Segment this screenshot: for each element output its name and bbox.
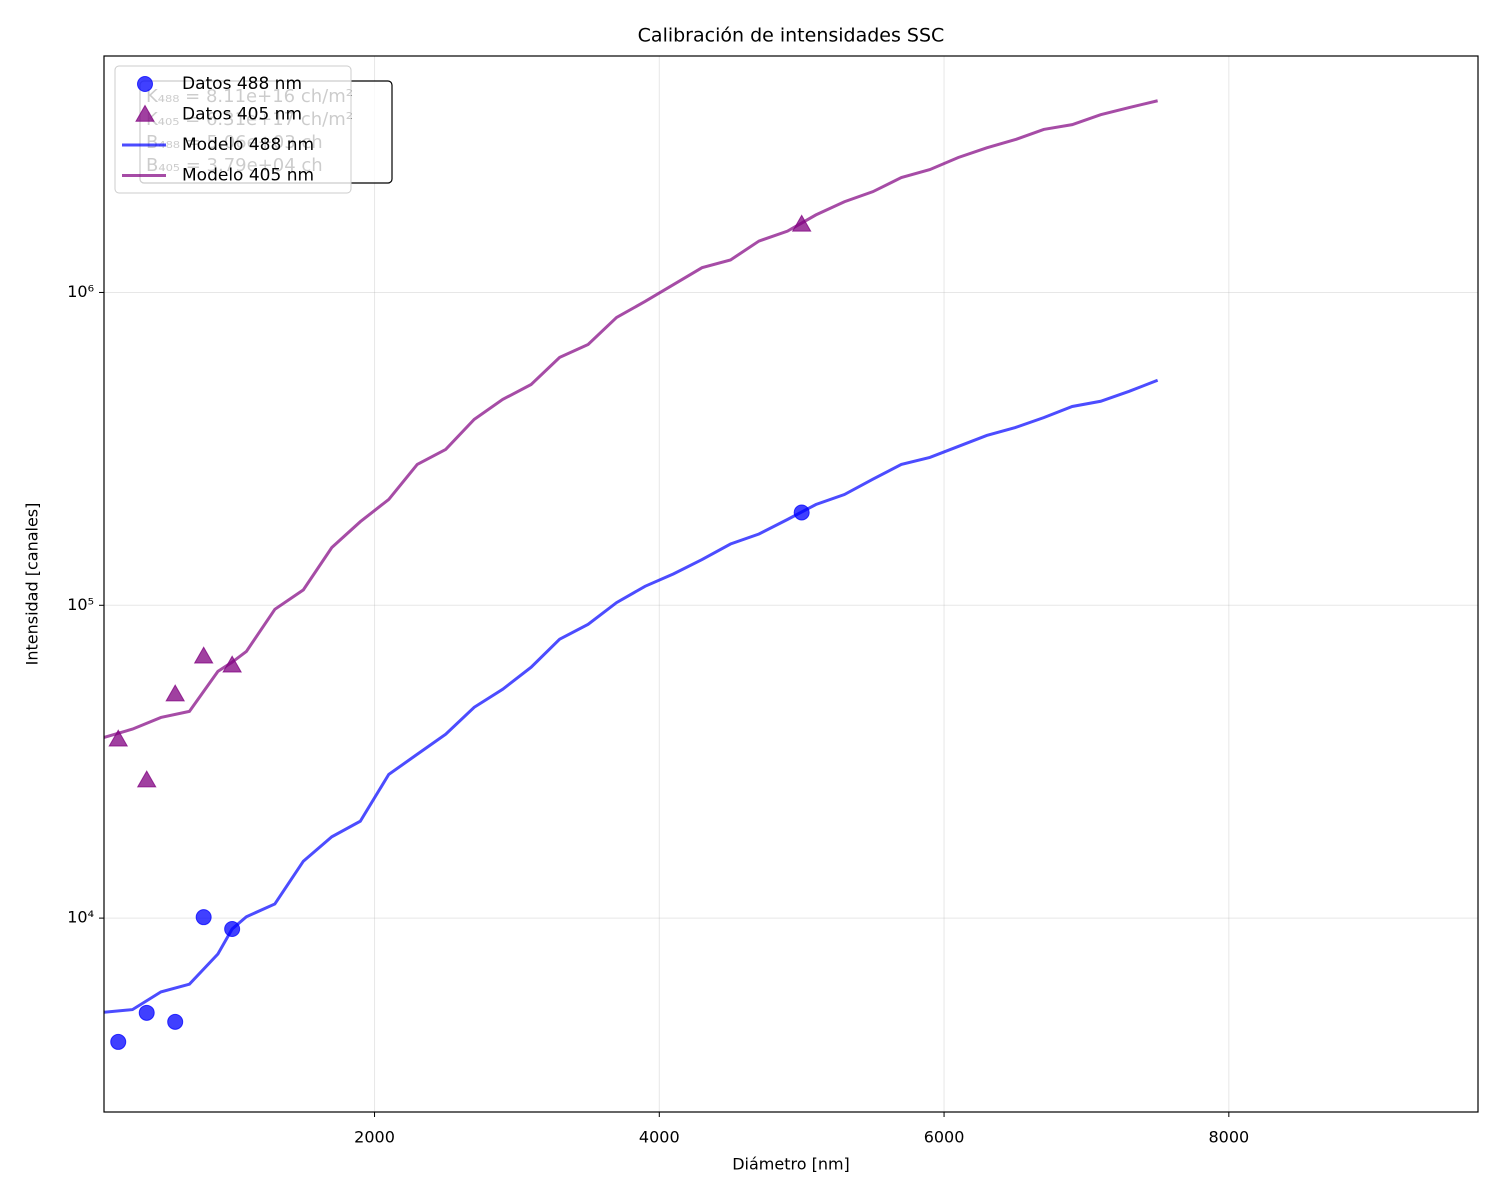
data-point: [195, 909, 212, 926]
y-axis-label: Intensidad [canales]: [23, 503, 42, 666]
legend-box: [114, 65, 352, 194]
data-point: [222, 655, 243, 673]
data-point: [791, 214, 812, 232]
legend-marker: [135, 104, 155, 122]
model-line: [104, 378, 1159, 1014]
y-tick-label: 10⁴: [67, 908, 94, 927]
data-point: [138, 1004, 155, 1021]
legend-marker: [137, 76, 153, 92]
data-point: [167, 1013, 184, 1030]
x-tick-label: 2000: [354, 1128, 395, 1147]
x-tick-label: 4000: [639, 1128, 680, 1147]
x-tick-label: 8000: [1208, 1128, 1249, 1147]
data-point: [136, 770, 157, 788]
legend-label: Datos 405 nm: [182, 105, 302, 125]
x-axis-label: Diámetro [nm]: [732, 1155, 850, 1174]
y-tick-label: 10⁵: [67, 595, 94, 614]
x-tick-label: 6000: [924, 1128, 965, 1147]
legend-label: Modelo 405 nm: [182, 166, 314, 186]
model-line: [104, 99, 1158, 739]
data-point: [793, 504, 810, 521]
legend-label: Datos 488 nm: [182, 74, 302, 94]
plot-frame: [103, 55, 1479, 1113]
data-point: [193, 646, 214, 664]
data-point: [224, 920, 241, 937]
data-point: [108, 729, 129, 747]
data-point: [110, 1033, 127, 1050]
legend-label: Modelo 488 nm: [182, 135, 314, 155]
y-tick-label: 10⁶: [67, 282, 94, 301]
data-point: [165, 684, 186, 702]
chart-title: Calibración de intensidades SSC: [638, 25, 945, 47]
